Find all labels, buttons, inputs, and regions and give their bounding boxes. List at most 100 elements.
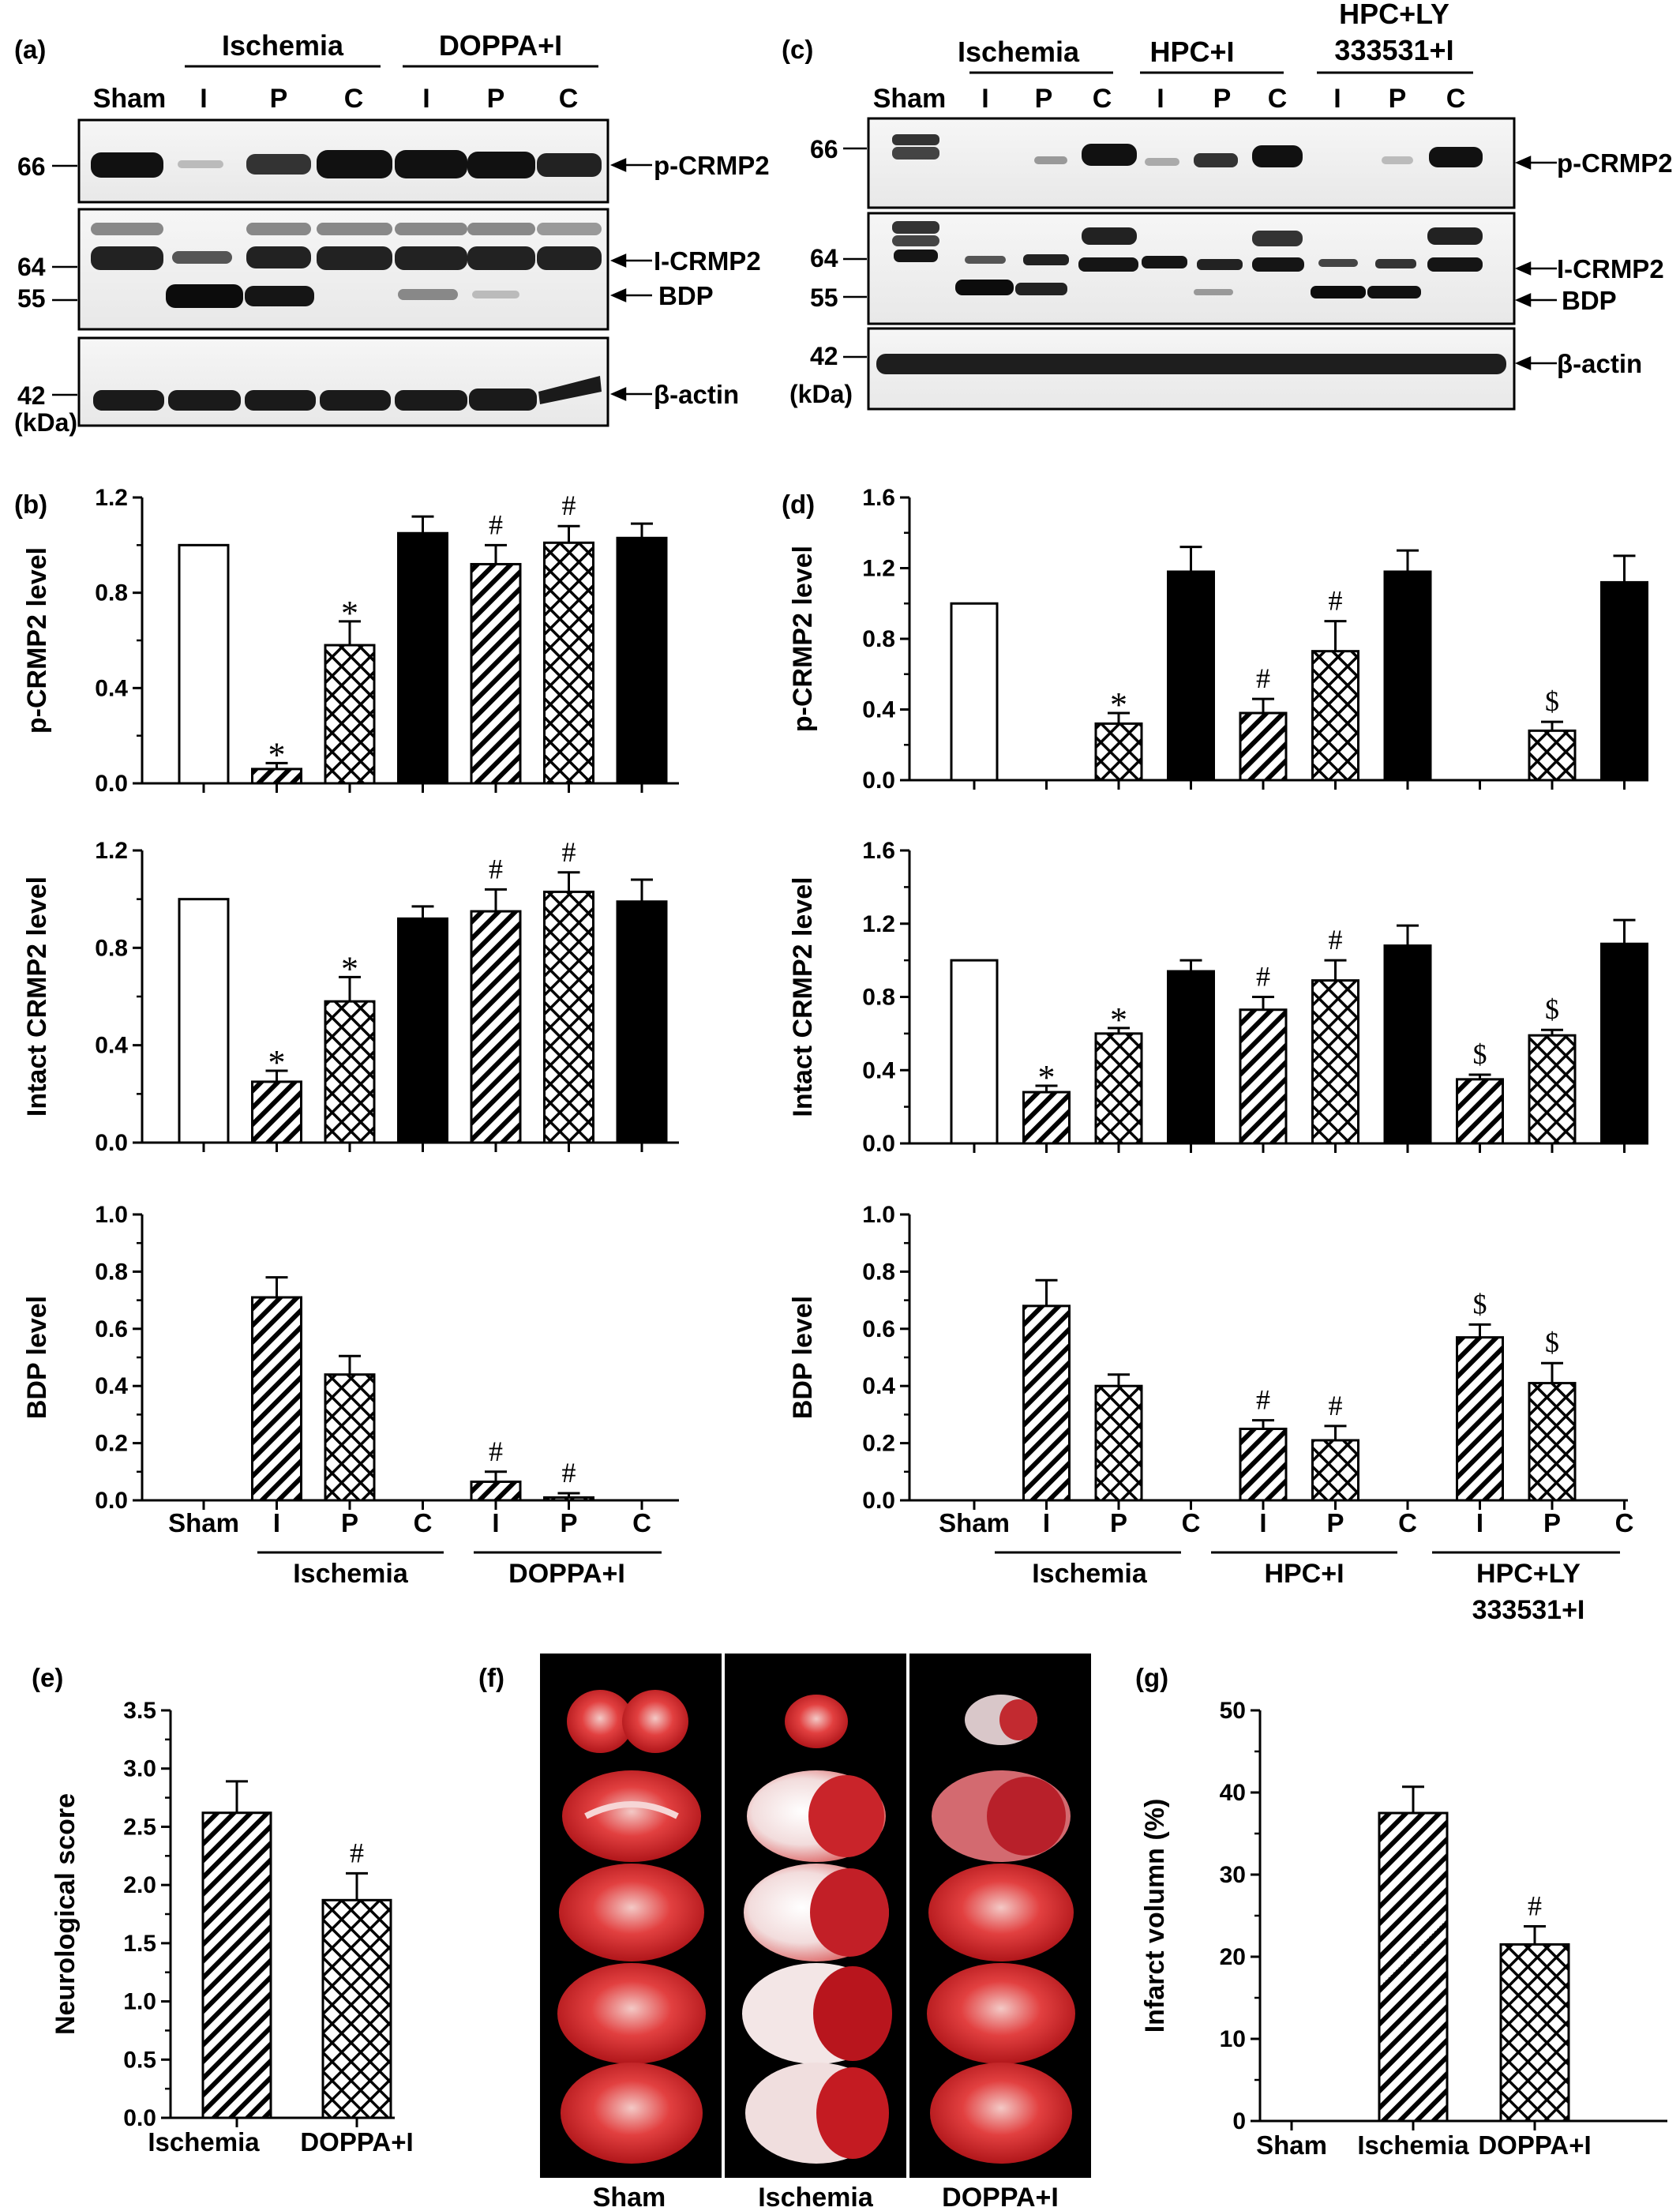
y-tick-label: 0.8	[95, 935, 128, 961]
y-tick-label: 0.6	[95, 1316, 128, 1342]
bar	[543, 890, 594, 1144]
blot-a-group-ischemia: Ischemia	[222, 29, 344, 62]
chart-d-group-hpcly-line2: 333531+I	[1472, 1595, 1585, 1625]
x-tick-label: P	[1110, 1508, 1127, 1537]
chart-d-group-hpc: HPC+I	[1264, 1559, 1344, 1589]
bar	[1239, 1428, 1288, 1502]
y-tick-label: 0.4	[95, 1033, 128, 1059]
y-tick-label: 0.0	[862, 1488, 895, 1514]
blot-c-group-hpcly-line2: 333531+I	[1334, 34, 1453, 66]
x-tick-label: C	[414, 1508, 433, 1537]
chart-d-bdp: 0.0 0.2 0.4 0.6 0.8 1.0 BDP level Sham I P C # I # P C $…	[788, 1202, 1633, 1537]
bar	[1239, 711, 1288, 782]
blot-c-lane-sham: Sham	[873, 84, 947, 114]
significance-mark: *	[268, 1043, 286, 1082]
chart-b-bdp: 0.0 0.2 0.4 0.6 0.8 1.0 BDP level Sham I P C # I # P C	[22, 1202, 679, 1537]
y-tick-label: 0.5	[123, 2047, 156, 2073]
bar	[950, 959, 999, 1145]
panel-letter-a: (a)	[14, 35, 46, 64]
bar	[1022, 1304, 1071, 1502]
blot-a-strip-actin	[77, 336, 609, 427]
blot-a-mw-66: 66	[17, 152, 46, 181]
blot-c-mw-unit: (kDa)	[789, 380, 853, 408]
panel-letter-d: (d)	[782, 490, 815, 519]
bar	[178, 543, 230, 785]
bar	[251, 1080, 302, 1144]
significance-mark: #	[1256, 1384, 1270, 1416]
bar	[1167, 970, 1215, 1145]
significance-mark: *	[1038, 1058, 1056, 1097]
blot-c-mw-55: 55	[810, 283, 838, 312]
y-tick-label: 30	[1220, 1862, 1246, 1888]
y-axis-label: Infarct volumn (%)	[1140, 1799, 1170, 2033]
blot-c-lane-3: C	[1093, 84, 1112, 114]
y-tick-label: 1.2	[95, 838, 128, 864]
y-tick-label: 0.4	[862, 1373, 895, 1399]
blot-c-lane-9: C	[1446, 84, 1466, 114]
chart-b-group-doppa: DOPPA+I	[508, 1559, 625, 1589]
blot-c-lane-8: P	[1389, 84, 1407, 114]
chart-g-infarct-volume: 0 10 20 30 40 50 Infarct volumn (%) Sham Ischemi…	[1140, 1698, 1667, 2160]
significance-mark: #	[489, 1436, 503, 1467]
chart-d-intact-crmp2: 0.0 0.4 0.8 1.2 1.6 Intact CRMP2 level * * # # $ $	[788, 838, 1648, 1157]
blot-a-mw-42: 42	[17, 381, 46, 410]
blot-a-label-bdp: BDP	[658, 281, 714, 310]
y-tick-label: 0.4	[95, 1373, 128, 1399]
y-axis-label: Intact CRMP2 level	[788, 877, 818, 1117]
x-tick-label: P	[560, 1508, 577, 1537]
blot-a-mw-unit: (kDa)	[14, 408, 77, 437]
y-tick-label: 0.8	[862, 626, 895, 652]
bar	[1528, 1382, 1577, 1502]
bar	[470, 1480, 522, 1502]
panel-letter-f: (f)	[478, 1663, 504, 1692]
panel-letter-b: (b)	[14, 490, 47, 519]
bar	[324, 644, 376, 785]
significance-mark: $	[1545, 993, 1559, 1025]
bar	[1311, 1439, 1359, 1502]
x-tick-label: C	[1615, 1508, 1634, 1537]
significance-mark: #	[489, 853, 503, 884]
x-tick-label: Ischemia	[1357, 2130, 1469, 2160]
bar	[1022, 1090, 1071, 1145]
significance-mark: $	[1473, 1038, 1487, 1070]
blot-c-lane-2: P	[1035, 84, 1053, 114]
y-tick-label: 1.0	[862, 1202, 895, 1228]
chart-b-group-labels: Ischemia DOPPA+I	[257, 1551, 662, 1589]
blot-c-strip-icrmp2	[867, 212, 1516, 325]
blot-a-lane-5: P	[487, 84, 505, 114]
y-tick-label: 0.6	[862, 1316, 895, 1342]
significance-mark: *	[1110, 685, 1127, 724]
blot-a-lane-4: I	[422, 84, 429, 114]
y-tick-label: 1.2	[862, 556, 895, 582]
y-tick-label: 50	[1220, 1698, 1246, 1724]
brain-slices-sham	[557, 1690, 706, 2164]
bar	[1528, 1034, 1577, 1145]
bar	[1456, 1336, 1504, 1502]
y-tick-label: 2.0	[123, 1872, 156, 1898]
y-tick-label: 1.0	[95, 1202, 128, 1228]
significance-mark: #	[1329, 1390, 1343, 1421]
bar	[470, 910, 522, 1144]
chart-e-neurological-score: 0.0 0.5 1.0 1.5 2.0 2.5 3.0 3.5 Neurological sco…	[51, 1698, 414, 2157]
blot-a-label-actin: β-actin	[654, 380, 739, 409]
y-tick-label: 0.4	[95, 675, 128, 701]
y-tick-label: 1.6	[862, 485, 895, 511]
y-axis-label: p-CRMP2 level	[788, 546, 818, 732]
blot-c-group-hpcly-line1: HPC+LY	[1339, 0, 1449, 30]
blot-a-lane-2: P	[270, 84, 288, 114]
significance-mark: $	[1545, 1327, 1559, 1358]
significance-mark: #	[350, 1837, 364, 1868]
significance-mark: #	[1329, 585, 1343, 617]
y-tick-label: 3.5	[123, 1698, 156, 1724]
x-tick-label: Sham	[939, 1508, 1010, 1537]
y-tick-label: 40	[1220, 1780, 1246, 1806]
blot-a-lane-1: I	[200, 84, 207, 114]
bar	[321, 1898, 392, 2119]
panel-letter-g: (g)	[1135, 1663, 1168, 1692]
ttc-brain-photos: Sham Ischemia DOPPA+I	[540, 1654, 1091, 2211]
brain-slices-doppa	[927, 1695, 1075, 2164]
y-tick-label: 0.0	[95, 771, 128, 797]
blot-c-label-bdp: BDP	[1562, 286, 1617, 315]
bar	[397, 917, 448, 1144]
x-tick-label: Ischemia	[148, 2127, 260, 2157]
